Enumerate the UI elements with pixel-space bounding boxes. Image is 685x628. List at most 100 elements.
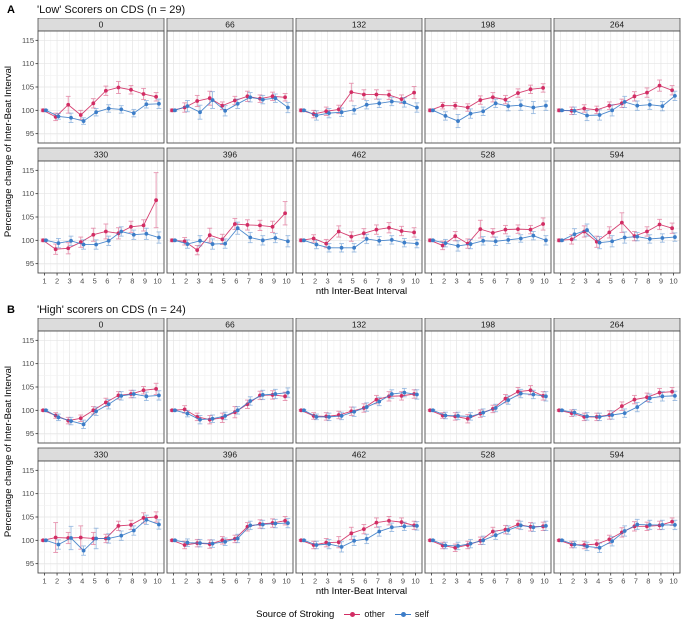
svg-text:7: 7 <box>118 577 122 586</box>
svg-text:115: 115 <box>22 36 34 45</box>
svg-text:8: 8 <box>646 277 650 286</box>
x-axis-title-a: nth Inter-Beat Interval <box>315 286 408 297</box>
svg-text:66: 66 <box>225 320 235 330</box>
svg-text:7: 7 <box>247 577 251 586</box>
svg-text:6: 6 <box>621 577 625 586</box>
svg-text:3: 3 <box>584 577 588 586</box>
svg-text:2: 2 <box>184 277 188 286</box>
svg-text:66: 66 <box>225 20 235 30</box>
svg-text:3: 3 <box>197 577 201 586</box>
svg-text:7: 7 <box>634 277 638 286</box>
svg-text:2: 2 <box>184 577 188 586</box>
svg-text:1: 1 <box>42 277 46 286</box>
svg-text:132: 132 <box>352 20 366 30</box>
svg-text:2: 2 <box>313 277 317 286</box>
svg-text:7: 7 <box>376 577 380 586</box>
svg-text:8: 8 <box>259 277 263 286</box>
panel-a-title: 'Low' Scorers on CDS (n = 29) <box>37 3 186 16</box>
svg-text:5: 5 <box>222 577 226 586</box>
svg-text:10: 10 <box>153 277 161 286</box>
facet-264: 264 <box>553 318 681 444</box>
legend-label-self: self <box>414 609 429 619</box>
svg-text:7: 7 <box>118 277 122 286</box>
svg-text:396: 396 <box>223 150 237 160</box>
svg-text:528: 528 <box>481 150 495 160</box>
facet-198: 198 <box>424 318 552 444</box>
svg-text:4: 4 <box>467 277 471 286</box>
svg-text:1: 1 <box>558 277 562 286</box>
svg-text:10: 10 <box>540 277 548 286</box>
svg-text:9: 9 <box>530 277 534 286</box>
facet-396: 396 <box>166 447 294 574</box>
y-axis-title-a-wrap: Percentage change of Inter-Beat Interval <box>0 18 16 285</box>
facet-66: 66 <box>166 18 294 144</box>
svg-text:9: 9 <box>530 577 534 586</box>
svg-text:1: 1 <box>429 277 433 286</box>
svg-text:10: 10 <box>282 577 290 586</box>
svg-text:5: 5 <box>609 277 613 286</box>
svg-text:3: 3 <box>584 277 588 286</box>
facet-66: 66 <box>166 318 294 444</box>
svg-text:10: 10 <box>669 277 677 286</box>
svg-text:1: 1 <box>300 577 304 586</box>
svg-text:4: 4 <box>80 577 84 586</box>
y-axis-title-b-wrap: Percentage change of Inter-Beat Interval <box>0 318 16 585</box>
svg-text:9: 9 <box>143 577 147 586</box>
panel-b-title: 'High' scorers on CDS (n = 24) <box>37 303 186 316</box>
svg-text:528: 528 <box>481 450 495 460</box>
svg-text:110: 110 <box>22 489 34 498</box>
svg-text:2: 2 <box>55 577 59 586</box>
svg-text:6: 6 <box>492 277 496 286</box>
panel-a-tag: A <box>7 3 15 16</box>
svg-text:2: 2 <box>571 577 575 586</box>
facet-528: 528 <box>424 447 552 574</box>
svg-text:6: 6 <box>492 577 496 586</box>
svg-text:105: 105 <box>21 213 34 222</box>
svg-text:5: 5 <box>351 577 355 586</box>
legend: Source of Stroking other self <box>0 603 685 625</box>
facet-330: 330 <box>37 447 165 574</box>
svg-text:9: 9 <box>659 577 663 586</box>
svg-text:594: 594 <box>610 450 624 460</box>
svg-text:100: 100 <box>21 536 34 545</box>
svg-text:264: 264 <box>610 20 624 30</box>
svg-text:4: 4 <box>338 577 342 586</box>
svg-text:100: 100 <box>21 106 34 115</box>
svg-text:3: 3 <box>326 577 330 586</box>
svg-text:462: 462 <box>352 150 366 160</box>
legend-title: Source of Stroking <box>256 608 335 620</box>
svg-text:1: 1 <box>171 277 175 286</box>
facet-0: 0 <box>37 318 165 444</box>
svg-text:100: 100 <box>21 406 34 415</box>
svg-text:2: 2 <box>442 577 446 586</box>
self-series-marker-icon <box>394 609 411 619</box>
other-series-marker-icon <box>344 609 361 619</box>
facet-462: 462 <box>295 147 423 274</box>
svg-text:10: 10 <box>540 577 548 586</box>
svg-text:8: 8 <box>130 577 134 586</box>
svg-text:3: 3 <box>455 577 459 586</box>
svg-text:110: 110 <box>22 359 34 368</box>
panel-b: B 'High' scorers on CDS (n = 24) Percent… <box>0 302 685 599</box>
facet-0: 0 <box>37 18 165 144</box>
facet-594: 594 <box>553 147 681 274</box>
svg-text:2: 2 <box>442 277 446 286</box>
facet-264: 264 <box>553 18 681 144</box>
svg-text:6: 6 <box>105 277 109 286</box>
svg-text:1: 1 <box>429 577 433 586</box>
svg-text:4: 4 <box>209 577 213 586</box>
svg-text:2: 2 <box>313 577 317 586</box>
svg-text:8: 8 <box>259 577 263 586</box>
panel-a-body: Percentage change of Inter-Beat Interval… <box>0 18 685 285</box>
svg-text:5: 5 <box>222 277 226 286</box>
svg-text:4: 4 <box>467 577 471 586</box>
svg-text:95: 95 <box>26 129 34 138</box>
svg-text:3: 3 <box>197 277 201 286</box>
svg-text:1: 1 <box>42 577 46 586</box>
svg-text:9: 9 <box>659 277 663 286</box>
svg-text:95: 95 <box>26 559 34 568</box>
svg-text:396: 396 <box>223 450 237 460</box>
svg-text:3: 3 <box>68 577 72 586</box>
svg-text:4: 4 <box>209 277 213 286</box>
